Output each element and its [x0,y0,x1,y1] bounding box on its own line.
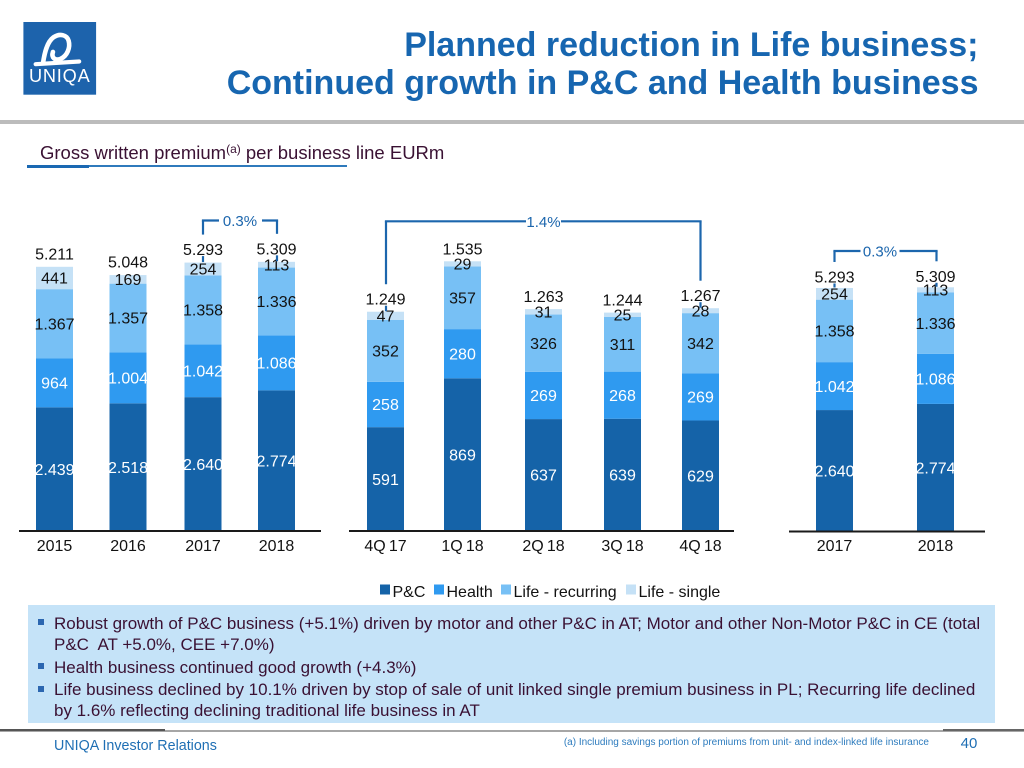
svg-text:5.309: 5.309 [256,241,296,258]
svg-text:2017: 2017 [185,538,221,555]
svg-text:2.774: 2.774 [256,453,296,470]
svg-text:1.042: 1.042 [183,363,223,380]
svg-text:29: 29 [454,257,472,274]
svg-text:1.535: 1.535 [442,241,482,258]
svg-text:258: 258 [372,397,399,414]
svg-text:Life - recurring: Life - recurring [514,584,617,601]
svg-text:311: 311 [610,337,636,354]
svg-text:0.3%: 0.3% [223,213,257,230]
svg-text:47: 47 [377,309,395,326]
svg-text:4Q 18: 4Q 18 [679,538,721,555]
svg-text:5.048: 5.048 [108,255,148,272]
svg-text:1.4%: 1.4% [526,214,560,231]
svg-text:268: 268 [609,388,636,405]
svg-text:254: 254 [821,287,848,304]
svg-text:31: 31 [535,305,553,322]
svg-text:1.336: 1.336 [256,294,296,311]
svg-text:1.086: 1.086 [915,372,955,389]
svg-text:269: 269 [530,388,557,405]
svg-text:3Q 18: 3Q 18 [601,538,643,555]
svg-text:342: 342 [687,336,714,353]
svg-text:869: 869 [449,447,476,464]
svg-text:357: 357 [449,290,476,307]
svg-text:Health: Health [447,584,493,601]
svg-text:1.358: 1.358 [183,303,223,320]
svg-text:25: 25 [614,308,632,325]
svg-text:2017: 2017 [817,538,853,555]
svg-text:2.774: 2.774 [915,460,955,477]
svg-text:4Q 17: 4Q 17 [364,538,406,555]
svg-text:2.518: 2.518 [108,460,148,477]
svg-text:637: 637 [530,468,557,485]
svg-text:269: 269 [687,390,714,407]
svg-text:1.263: 1.263 [523,289,563,306]
svg-text:2018: 2018 [259,538,295,555]
svg-text:2.640: 2.640 [814,463,854,480]
svg-text:P&C: P&C [393,584,426,601]
svg-text:5.309: 5.309 [915,269,955,286]
svg-text:441: 441 [41,271,68,288]
svg-text:1.004: 1.004 [108,371,148,388]
svg-text:2Q 18: 2Q 18 [522,538,564,555]
svg-text:1.244: 1.244 [602,293,642,310]
svg-text:2.640: 2.640 [183,457,223,474]
svg-text:113: 113 [923,283,949,300]
svg-text:28: 28 [692,303,710,320]
svg-text:1Q 18: 1Q 18 [441,538,483,555]
svg-text:254: 254 [190,262,217,279]
svg-text:2018: 2018 [918,538,954,555]
svg-text:1.367: 1.367 [34,317,74,334]
svg-text:1.336: 1.336 [915,316,955,333]
svg-text:113: 113 [264,257,290,274]
svg-text:1.267: 1.267 [680,288,720,305]
svg-text:0.3%: 0.3% [863,244,897,261]
svg-text:2015: 2015 [37,538,73,555]
svg-text:5.211: 5.211 [35,246,74,263]
svg-text:1.249: 1.249 [365,292,405,309]
svg-text:UNIQA: UNIQA [29,66,91,86]
svg-text:639: 639 [609,468,636,485]
svg-text:326: 326 [530,336,557,353]
svg-text:1.358: 1.358 [814,324,854,341]
svg-text:1.086: 1.086 [256,356,296,373]
svg-text:591: 591 [372,472,399,489]
svg-text:5.293: 5.293 [183,242,223,259]
svg-text:2016: 2016 [110,538,146,555]
svg-text:5.293: 5.293 [814,269,854,286]
svg-text:629: 629 [687,468,714,485]
svg-text:2.439: 2.439 [34,462,74,479]
svg-text:280: 280 [449,346,476,363]
svg-text:169: 169 [115,272,142,289]
svg-text:964: 964 [41,376,68,393]
svg-text:1.357: 1.357 [108,311,148,328]
svg-text:352: 352 [372,344,399,361]
svg-text:1.042: 1.042 [814,379,854,396]
svg-text:Life - single: Life - single [639,584,721,601]
